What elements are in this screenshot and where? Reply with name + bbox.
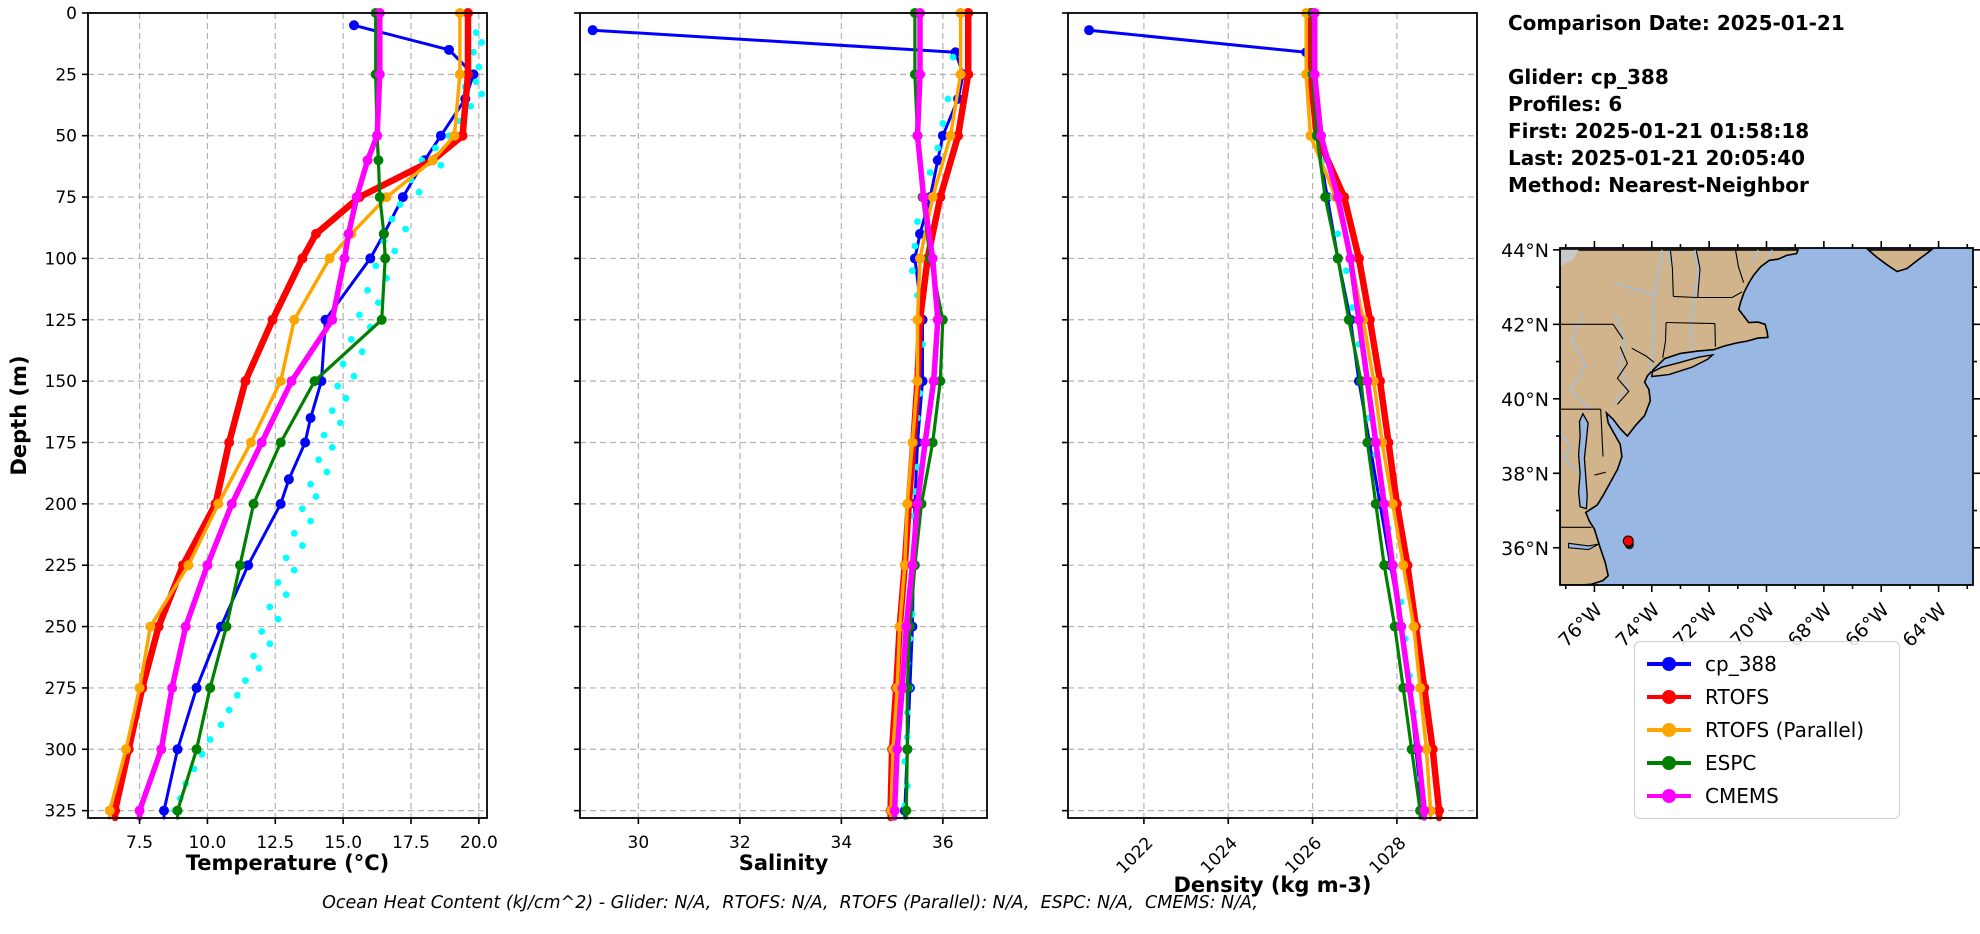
legend-line-marker-icon [1647, 690, 1691, 705]
svg-text:200: 200 [45, 495, 77, 515]
axis-label-depth: Depth (m) [7, 355, 31, 475]
svg-text:1024: 1024 [1197, 833, 1242, 878]
info-line-2: Glider: cp_388 [1508, 65, 1669, 89]
legend-label: RTOFS [1705, 685, 1770, 710]
axis-label-density: Density (kg m-3) [1173, 873, 1371, 897]
legend-entry-cp-388: cp_388 [1647, 652, 1887, 676]
series-density-cmems [1309, 8, 1430, 821]
scatter-temperature-glider-raw [171, 29, 485, 815]
series-salinity-cp-388 [587, 25, 969, 820]
axis-label-salinity: Salinity [739, 851, 829, 875]
legend-entry-rtofs-parallel-: RTOFS (Parallel) [1647, 718, 1887, 742]
comparison-info-panel: Comparison Date: 2025-01-21 Glider: cp_38… [1508, 10, 1845, 199]
svg-text:275: 275 [45, 679, 77, 699]
series-salinity-rtofs-parallel- [886, 8, 966, 820]
svg-text:1028: 1028 [1366, 833, 1411, 878]
svg-text:300: 300 [45, 740, 77, 760]
series-density-cp-388 [1084, 25, 1428, 820]
series-legend: cp_388 RTOFS RTOFS (Parallel) ESPC CMEMS [1634, 641, 1900, 819]
series-density-espc [1307, 8, 1426, 820]
svg-text:12.5: 12.5 [256, 833, 294, 853]
svg-text:75: 75 [55, 188, 77, 208]
info-line-0: Comparison Date: 2025-01-21 [1508, 11, 1845, 35]
svg-text:150: 150 [45, 372, 77, 392]
svg-text:100: 100 [45, 249, 77, 269]
info-line-4: First: 2025-01-21 01:58:18 [1508, 119, 1810, 143]
glider-location-map: 44°N42°N40°N38°N36°N76°W 74°W 72°W 70°W 68°W… [1501, 240, 1980, 652]
legend-entry-cmems: CMEMS [1647, 784, 1887, 808]
svg-text:225: 225 [45, 556, 77, 576]
svg-text:1022: 1022 [1113, 833, 1158, 878]
series-salinity-espc [901, 8, 948, 820]
ocean-heat-content-footnote: Ocean Heat Content (kJ/cm^2) - Glider: N… [322, 893, 1258, 913]
map-lat-label: 38°N [1501, 463, 1549, 485]
legend-line-marker-icon [1647, 788, 1691, 803]
svg-text:15.0: 15.0 [324, 833, 362, 853]
series-temperature-cmems [134, 8, 385, 821]
series-salinity-cmems [889, 8, 943, 821]
legend-line-marker-icon [1647, 657, 1691, 672]
svg-text:10.0: 10.0 [188, 833, 226, 853]
legend-entry-espc: ESPC [1647, 751, 1887, 775]
glider-position-marker [1622, 535, 1634, 550]
info-line-3: Profiles: 6 [1508, 92, 1623, 116]
map-lon-label: 76°W [1554, 599, 1607, 652]
series-density-rtofs [1305, 8, 1445, 822]
svg-text:175: 175 [45, 433, 77, 453]
svg-text:25: 25 [55, 65, 77, 85]
svg-text:250: 250 [45, 618, 77, 638]
legend-line-marker-icon [1647, 755, 1691, 770]
series-temperature-rtofs [110, 8, 473, 822]
series-temperature-rtofs-parallel- [104, 8, 465, 820]
svg-text:50: 50 [55, 127, 77, 147]
map-lat-label: 40°N [1501, 389, 1549, 411]
svg-text:34: 34 [831, 833, 853, 853]
panel-salinity: 30 32 34 36 Salinity [574, 8, 988, 875]
profile-panels-figure: 7.5 10.0 12.5 15.0 17.5 20.0 0 25 50 75 100 125 150 1… [7, 4, 1478, 897]
svg-text:30: 30 [628, 833, 650, 853]
info-line-1 [1508, 37, 1845, 64]
legend-line-marker-icon [1647, 722, 1691, 737]
svg-text:125: 125 [45, 311, 77, 331]
map-lon-label: 64°W [1898, 599, 1951, 652]
svg-text:1026: 1026 [1281, 833, 1326, 878]
map-lat-label: 42°N [1501, 314, 1549, 336]
map-lat-label: 36°N [1501, 538, 1549, 560]
svg-text:36: 36 [932, 833, 954, 853]
svg-text:32: 32 [729, 833, 751, 853]
map-geography [1560, 248, 1973, 585]
legend-label: ESPC [1705, 750, 1757, 775]
info-line-5: Last: 2025-01-21 20:05:40 [1508, 146, 1806, 170]
legend-entry-rtofs: RTOFS [1647, 685, 1887, 709]
svg-text:7.5: 7.5 [126, 833, 153, 853]
svg-text:0: 0 [66, 4, 77, 24]
axis-label-temperature: Temperature (°C) [186, 851, 389, 875]
svg-text:20.0: 20.0 [460, 833, 498, 853]
legend-label: CMEMS [1705, 783, 1779, 808]
series-temperature-espc [172, 8, 391, 820]
legend-label: cp_388 [1705, 652, 1777, 677]
legend-label: RTOFS (Parallel) [1705, 717, 1865, 742]
info-line-6: Method: Nearest-Neighbor [1508, 173, 1809, 197]
panel-temperature: 7.5 10.0 12.5 15.0 17.5 20.0 0 25 50 75 100 125 150 1… [45, 4, 498, 875]
map-lat-label: 44°N [1501, 240, 1549, 262]
svg-text:325: 325 [45, 802, 77, 822]
svg-text:17.5: 17.5 [392, 833, 430, 853]
